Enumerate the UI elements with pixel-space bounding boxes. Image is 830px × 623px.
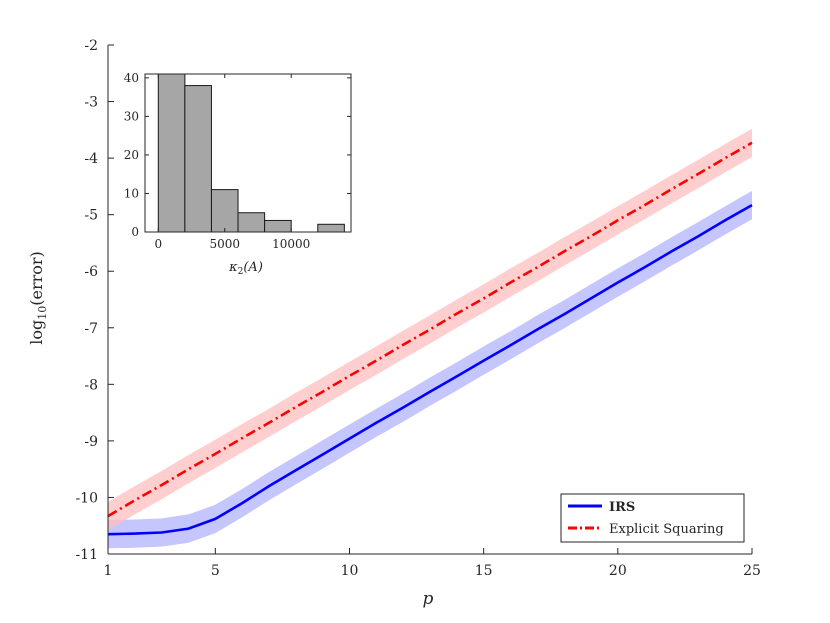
legend: IRS Explicit Squaring: [560, 493, 745, 543]
y-tick-label: -4: [84, 151, 98, 167]
inset-axes: 0 5000 10000 0 10 20 30 40: [124, 71, 352, 251]
y-tick-label: -10: [75, 490, 98, 506]
x-tick-label: 10: [341, 563, 359, 579]
x-axis-label: p: [423, 589, 434, 609]
histogram-bar: [184, 85, 212, 233]
histogram-bar: [264, 219, 292, 233]
main-plot: 1 5 10 15 20 25-11-10-9-8-7-6-5-4-3-2 p log10…: [27, 38, 761, 609]
histogram-bar: [237, 212, 266, 233]
histogram-bar: [157, 73, 186, 233]
y-label-subscript: 10: [36, 306, 49, 320]
x-tick-label: 20: [609, 563, 627, 579]
inset-y-tick-label: 40: [124, 71, 139, 85]
inset-frame: [144, 73, 352, 233]
x-tick-label: 1: [104, 563, 113, 579]
error-bands: [108, 128, 752, 549]
line-explicit-squaring: [107, 141, 753, 518]
main-axes: 1 5 10 15 20 25-11-10-9-8-7-6-5-4-3-2: [75, 38, 760, 579]
inset-y-tick-label: 0: [131, 225, 139, 239]
legend-label-irs: IRS: [609, 500, 635, 515]
inset-x-axis-label: κ2(A): [228, 260, 263, 277]
inset-y-tick-label: 20: [124, 148, 139, 162]
x-tick-label: 5: [211, 563, 220, 579]
histogram-bar: [210, 189, 239, 233]
inset-x-tick-label: 0: [154, 237, 162, 251]
kappa-arg: (A): [243, 260, 263, 275]
legend-box: [560, 493, 745, 543]
kappa-symbol: κ: [228, 260, 238, 275]
histogram-bar: [317, 223, 345, 233]
inset-y-tick-label: 10: [124, 186, 139, 200]
inset-x-tick-label: 10000: [272, 237, 310, 251]
y-tick-label: -11: [75, 547, 98, 563]
y-label-log: log: [27, 320, 46, 345]
inset-histogram: 0 5000 10000 0 10 20 30 40 κ2(A): [124, 71, 352, 277]
y-tick-label: -8: [84, 377, 98, 393]
inset-y-tick-label: 30: [124, 109, 139, 123]
kappa-subscript: 2: [238, 267, 244, 277]
y-tick-label: -2: [84, 38, 98, 54]
y-tick-label: -3: [84, 95, 98, 111]
legend-label-explicit-squaring: Explicit Squaring: [609, 522, 724, 537]
x-tick-label: 15: [475, 563, 493, 579]
y-axis-label: log10(error): [27, 251, 49, 345]
y-tick-label: -7: [84, 321, 98, 337]
band-explicit-squaring: [108, 128, 752, 531]
series-lines: [107, 141, 753, 536]
y-tick-label: -5: [84, 208, 98, 224]
y-label-arg: (error): [27, 251, 46, 306]
histogram-bars: [157, 73, 345, 233]
x-tick-label: 25: [743, 563, 761, 579]
y-tick-label: -6: [84, 264, 98, 280]
inset-x-tick-label: 5000: [209, 237, 240, 251]
y-tick-label: -9: [84, 434, 98, 450]
line-irs: [107, 203, 753, 536]
